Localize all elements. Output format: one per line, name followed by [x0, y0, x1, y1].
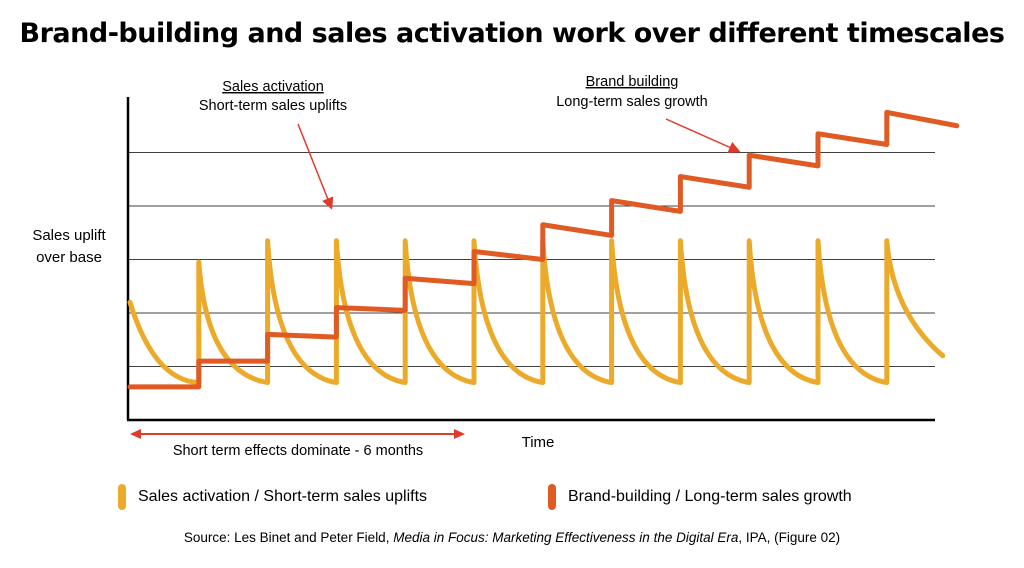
legend-item-sales-activation: Sales activation / Short-term sales upli… [118, 484, 427, 510]
range-label: Short term effects dominate - 6 months [173, 443, 423, 459]
annotation-sales-activation-heading: Sales activation [222, 79, 324, 95]
chart-title: Brand-building and sales activation work… [19, 18, 1005, 49]
legend-item-brand-building: Brand-building / Long-term sales growth [548, 484, 852, 510]
legend-label-sales-activation: Sales activation / Short-term sales upli… [138, 488, 428, 505]
source-suffix: , IPA, (Figure 02) [738, 530, 841, 545]
annotation-arrow-brand-building [665, 118, 741, 153]
annotation-sales-activation-text: Short-term sales uplifts [199, 98, 347, 114]
source-citation: Source: Les Binet and Peter Field, Media… [0, 530, 1024, 545]
legend-swatch-sales-activation [118, 484, 126, 510]
range-arrow-left-head [130, 429, 141, 439]
y-axis-label-line-2: over base [36, 249, 102, 266]
range-arrow-right-head [454, 429, 465, 439]
annotation-brand-building-text: Long-term sales growth [556, 94, 708, 110]
annotation-arrow-sales-activation [297, 123, 334, 210]
legend-label-brand-building: Brand-building / Long-term sales growth [568, 488, 852, 505]
annotation-brand-building-heading: Brand building [586, 74, 679, 90]
source-title: Media in Focus: Marketing Effectiveness … [393, 530, 739, 545]
axes [126, 97, 935, 422]
x-axis-label: Time [522, 434, 555, 451]
source-prefix: Source: Les Binet and Peter Field, [183, 530, 394, 545]
legend-swatch-brand-building [548, 484, 556, 510]
brand-building-line [127, 109, 960, 390]
y-axis-label-line-1: Sales uplift [32, 227, 106, 244]
series-brand-building [127, 109, 960, 390]
